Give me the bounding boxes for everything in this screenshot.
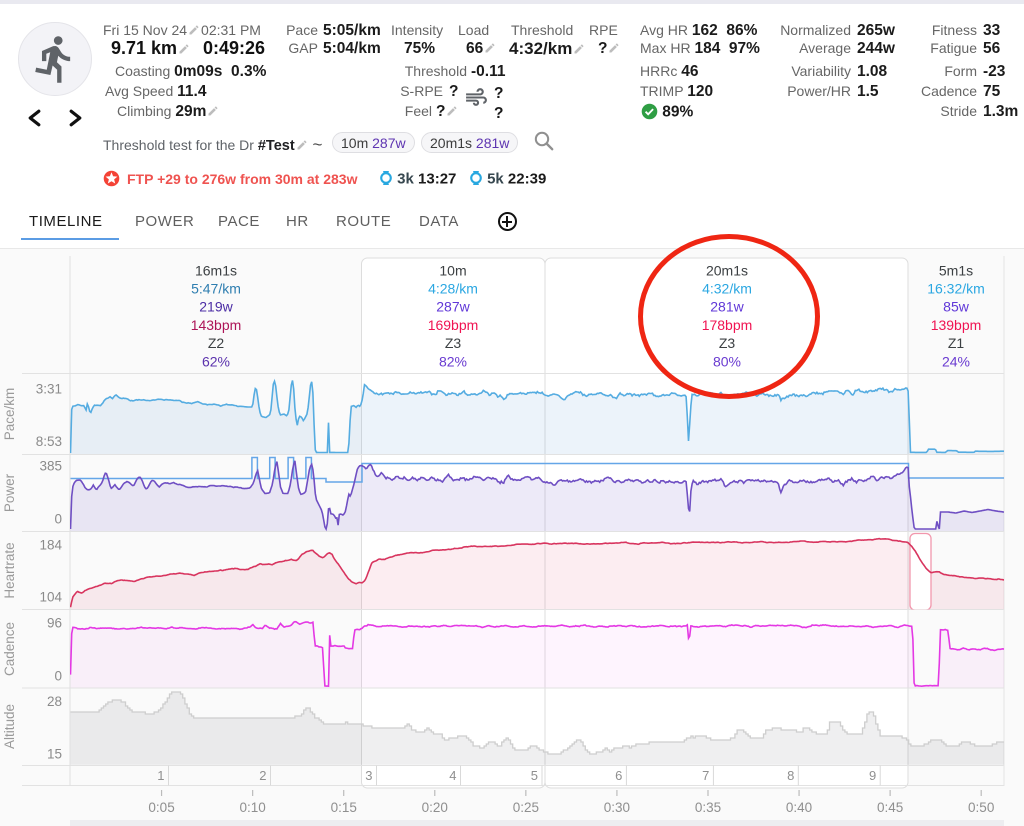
svg-text:0: 0 <box>54 512 62 527</box>
svg-text:8:53: 8:53 <box>36 434 62 449</box>
svg-text:184: 184 <box>39 538 62 553</box>
svg-text:0: 0 <box>54 669 62 684</box>
svg-text:0:30: 0:30 <box>604 800 630 815</box>
svg-text:0:20: 0:20 <box>422 800 448 815</box>
svg-text:15: 15 <box>47 747 62 762</box>
svg-text:6: 6 <box>615 768 622 783</box>
svg-text:4: 4 <box>449 768 456 783</box>
svg-text:3:31: 3:31 <box>36 382 62 397</box>
svg-text:2: 2 <box>259 768 266 783</box>
svg-text:0:05: 0:05 <box>148 800 174 815</box>
svg-text:3: 3 <box>365 768 372 783</box>
svg-text:80%: 80% <box>713 353 741 369</box>
svg-text:5: 5 <box>531 768 538 783</box>
svg-text:0:35: 0:35 <box>695 800 721 815</box>
svg-text:139bpm: 139bpm <box>931 317 982 333</box>
svg-text:0:40: 0:40 <box>786 800 812 815</box>
svg-text:1: 1 <box>157 768 164 783</box>
svg-text:Z3: Z3 <box>719 335 736 351</box>
svg-text:28: 28 <box>47 694 62 709</box>
svg-text:0:10: 0:10 <box>239 800 265 815</box>
svg-text:5:47/km: 5:47/km <box>191 281 241 297</box>
svg-text:Z1: Z1 <box>948 335 965 351</box>
svg-text:0:25: 0:25 <box>513 800 539 815</box>
svg-text:5m1s: 5m1s <box>939 262 973 278</box>
svg-text:16m1s: 16m1s <box>195 262 237 278</box>
svg-text:0:45: 0:45 <box>877 800 903 815</box>
svg-text:96: 96 <box>47 616 62 631</box>
svg-text:Z3: Z3 <box>445 335 462 351</box>
svg-text:85w: 85w <box>943 299 970 315</box>
svg-text:20m1s: 20m1s <box>706 262 748 278</box>
svg-text:143bpm: 143bpm <box>191 317 242 333</box>
svg-text:0:15: 0:15 <box>331 800 357 815</box>
svg-text:178bpm: 178bpm <box>702 317 753 333</box>
svg-text:4:28/km: 4:28/km <box>428 281 478 297</box>
svg-text:281w: 281w <box>710 299 744 315</box>
svg-text:219w: 219w <box>199 299 233 315</box>
svg-text:104: 104 <box>39 590 62 605</box>
svg-text:Power: Power <box>2 473 17 512</box>
svg-text:82%: 82% <box>439 353 467 369</box>
svg-text:10m: 10m <box>439 262 466 278</box>
svg-text:16:32/km: 16:32/km <box>927 281 985 297</box>
svg-text:7: 7 <box>702 768 709 783</box>
svg-text:Z2: Z2 <box>208 335 225 351</box>
svg-text:8: 8 <box>787 768 794 783</box>
svg-text:Heartrate: Heartrate <box>2 542 17 598</box>
svg-text:24%: 24% <box>942 353 970 369</box>
svg-text:287w: 287w <box>436 299 470 315</box>
svg-text:Cadence: Cadence <box>2 622 17 676</box>
svg-text:9: 9 <box>869 768 876 783</box>
svg-text:Pace/km: Pace/km <box>2 388 17 441</box>
svg-text:385: 385 <box>39 459 62 474</box>
svg-text:169bpm: 169bpm <box>428 317 479 333</box>
svg-text:0:50: 0:50 <box>968 800 994 815</box>
svg-text:4:32/km: 4:32/km <box>702 281 752 297</box>
svg-text:Altitude: Altitude <box>2 704 17 749</box>
svg-text:62%: 62% <box>202 353 230 369</box>
